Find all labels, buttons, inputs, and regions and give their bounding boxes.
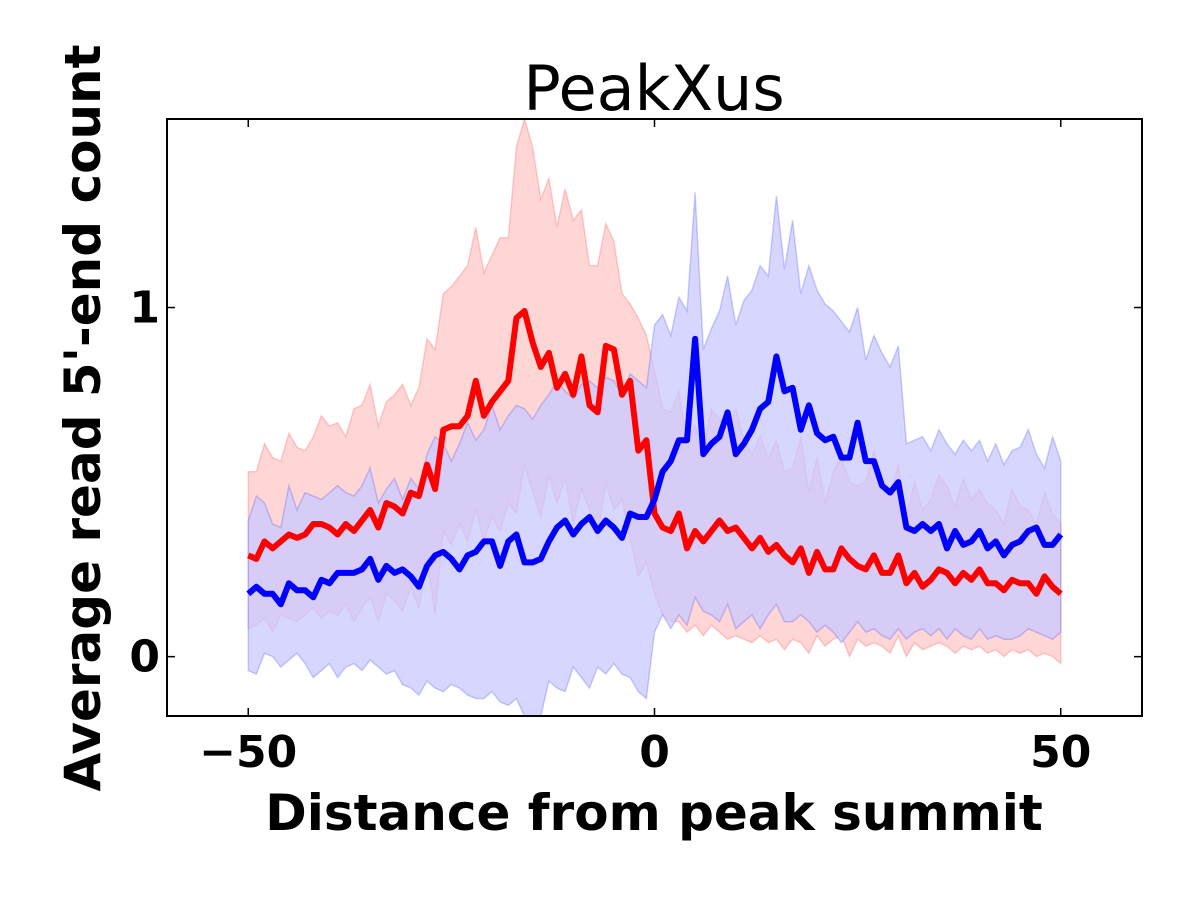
- x-tick-label: 50: [1030, 727, 1091, 778]
- y-tick-label: 0: [129, 632, 160, 683]
- line-series-2: [246, 335, 1064, 608]
- chart-title: PeakXus: [523, 52, 784, 125]
- line-series-1: [247, 308, 1063, 597]
- x-tick-label: −50: [199, 727, 297, 778]
- band-series-2: [247, 192, 1062, 717]
- y-axis-ticks: 01: [129, 283, 1142, 683]
- confidence-bands: [247, 116, 1062, 717]
- x-tick-label: 0: [639, 727, 670, 778]
- y-axis-label: Average read 5'-end count: [54, 44, 112, 791]
- y-tick-label: 1: [129, 283, 160, 334]
- series-lines: [246, 308, 1064, 608]
- x-axis-label: Distance from peak summit: [265, 784, 1043, 842]
- x-axis-ticks: −50 0 50: [199, 119, 1091, 778]
